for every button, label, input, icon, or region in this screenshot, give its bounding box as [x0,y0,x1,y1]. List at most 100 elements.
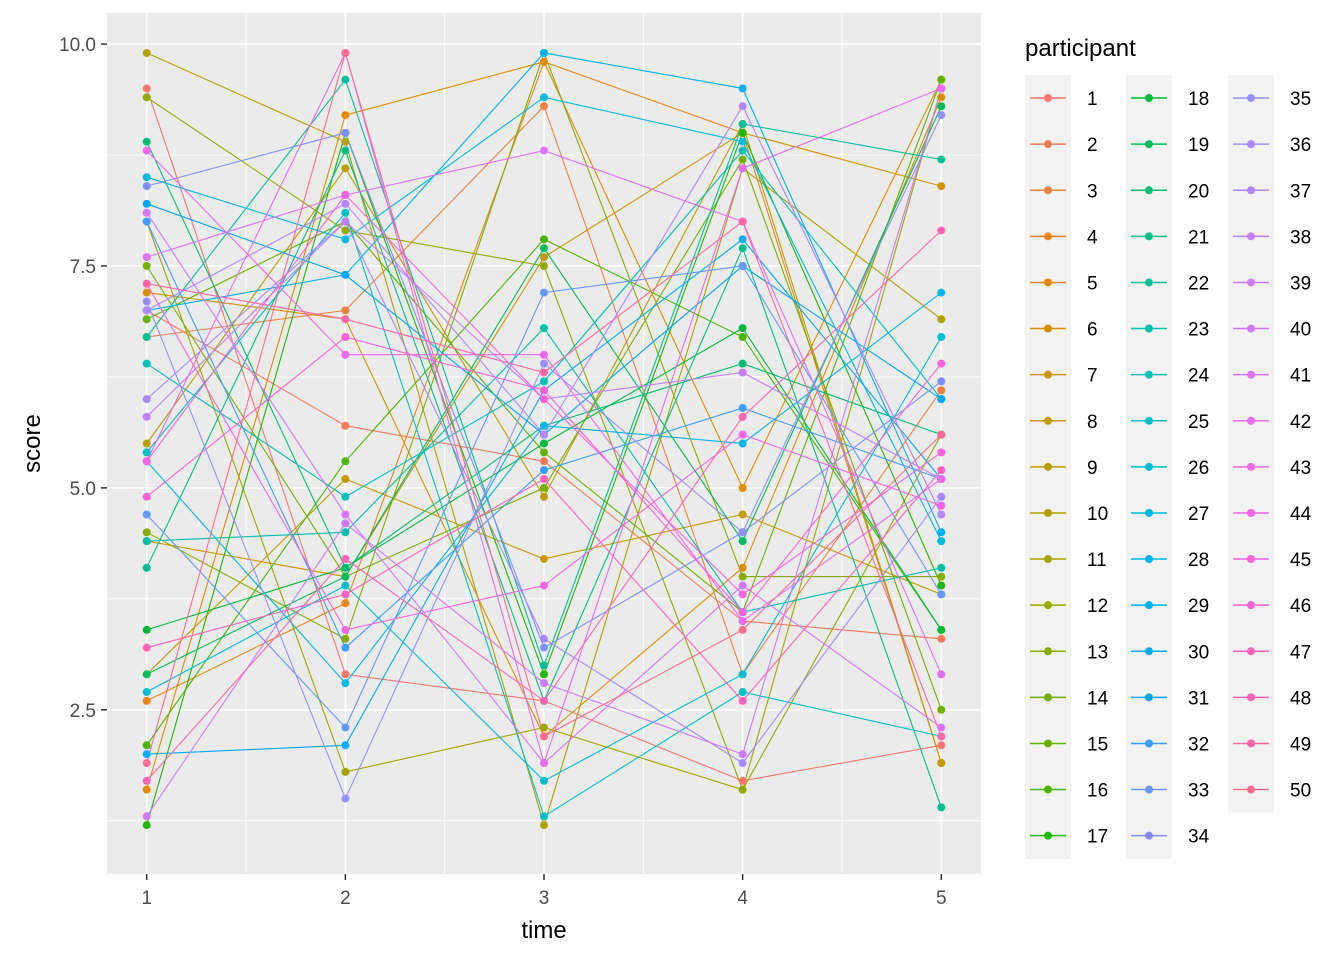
y-axis-title: score [19,414,46,473]
legend-entry-4: 4 [1030,227,1098,248]
data-point-47 [540,475,548,484]
data-point-4 [341,599,350,608]
data-point-42 [937,84,946,93]
data-point-13 [341,634,350,643]
data-point-30 [738,235,747,244]
x-tick-label: 4 [737,888,748,909]
data-point-45 [142,457,151,466]
legend-entry-20: 20 [1131,181,1209,202]
data-point-37 [540,430,548,439]
legend-label: 2 [1087,135,1098,156]
data-point-30 [142,750,151,759]
legend-label: 27 [1188,504,1209,525]
data-point-42 [540,759,548,768]
data-point-6 [142,288,151,297]
data-point-33 [540,288,548,297]
data-point-2 [341,421,350,430]
legend-key-point [1044,324,1052,333]
legend-label: 4 [1087,227,1098,248]
legend-key-point [1247,555,1255,564]
legend: participant 1234567891011121314151617181… [1025,35,1312,859]
legend-entry-11: 11 [1030,550,1107,571]
legend-label: 18 [1188,89,1209,110]
data-point-36 [540,634,548,643]
legend-entry-19: 19 [1131,135,1209,156]
data-point-49 [937,732,946,741]
data-point-40 [738,581,747,590]
legend-key-point [1044,647,1052,656]
data-point-45 [738,590,747,599]
data-point-8 [540,554,548,563]
data-point-34 [142,182,151,191]
data-point-44 [738,430,747,439]
legend-key-point [1044,555,1052,564]
legend-label: 3 [1087,181,1098,202]
legend-label: 21 [1188,227,1209,248]
data-point-3 [341,306,350,315]
legend-label: 34 [1188,827,1210,848]
legend-entry-6: 6 [1030,320,1098,341]
legend-key-point [1044,232,1052,241]
legend-label: 15 [1087,734,1108,755]
legend-entry-14: 14 [1030,688,1109,709]
legend-label: 30 [1188,642,1209,663]
data-point-49 [142,279,151,288]
legend-key-point [1145,324,1153,333]
data-point-14 [540,483,548,492]
legend-entry-40: 40 [1233,320,1311,341]
data-point-46 [142,492,151,501]
data-point-34 [540,643,548,652]
data-point-21 [738,244,747,253]
y-tick-label: 7.5 [70,257,96,278]
data-point-9 [142,439,151,448]
data-point-46 [738,608,747,617]
data-point-9 [937,759,946,768]
y-tick-label: 10.0 [59,35,96,56]
legend-entry-44: 44 [1233,504,1312,525]
data-point-40 [341,510,350,519]
legend-key-point [1145,416,1153,425]
data-point-26 [341,581,350,590]
legend-entry-26: 26 [1131,458,1209,479]
data-point-23 [540,324,548,333]
data-point-49 [738,217,747,226]
legend-label: 47 [1290,642,1311,663]
data-point-32 [540,466,548,475]
data-point-20 [341,563,350,572]
legend-key-point [1145,555,1153,564]
data-point-24 [142,359,151,368]
data-point-48 [540,696,548,705]
data-point-32 [142,217,151,226]
data-point-7 [937,182,946,191]
data-point-20 [738,359,747,368]
legend-label: 50 [1290,781,1311,802]
y-tick-label: 2.5 [70,701,96,722]
data-point-40 [142,208,151,217]
data-point-17 [937,581,946,590]
y-tick-label: 5.0 [70,479,96,500]
data-point-36 [937,492,946,501]
legend-entry-8: 8 [1030,412,1098,433]
legend-key-point [1247,94,1255,103]
data-point-34 [341,128,350,137]
legend-label: 44 [1290,504,1312,525]
legend-key-point [1145,739,1153,748]
data-point-23 [341,528,350,537]
data-point-29 [738,84,747,93]
data-point-27 [937,537,946,546]
legend-label: 39 [1290,273,1311,294]
legend-entry-21: 21 [1131,227,1209,248]
data-point-45 [937,448,946,457]
legend-title: participant [1025,35,1136,62]
data-point-39 [540,679,548,688]
data-point-12 [142,93,151,102]
data-point-37 [738,102,747,111]
legend-label: 40 [1290,320,1311,341]
legend-label: 48 [1290,688,1311,709]
data-point-22 [738,119,747,128]
data-point-14 [937,705,946,714]
legend-key-point [1247,739,1255,748]
legend-key-point [1044,370,1052,379]
data-point-8 [341,475,350,484]
data-point-35 [937,111,946,120]
